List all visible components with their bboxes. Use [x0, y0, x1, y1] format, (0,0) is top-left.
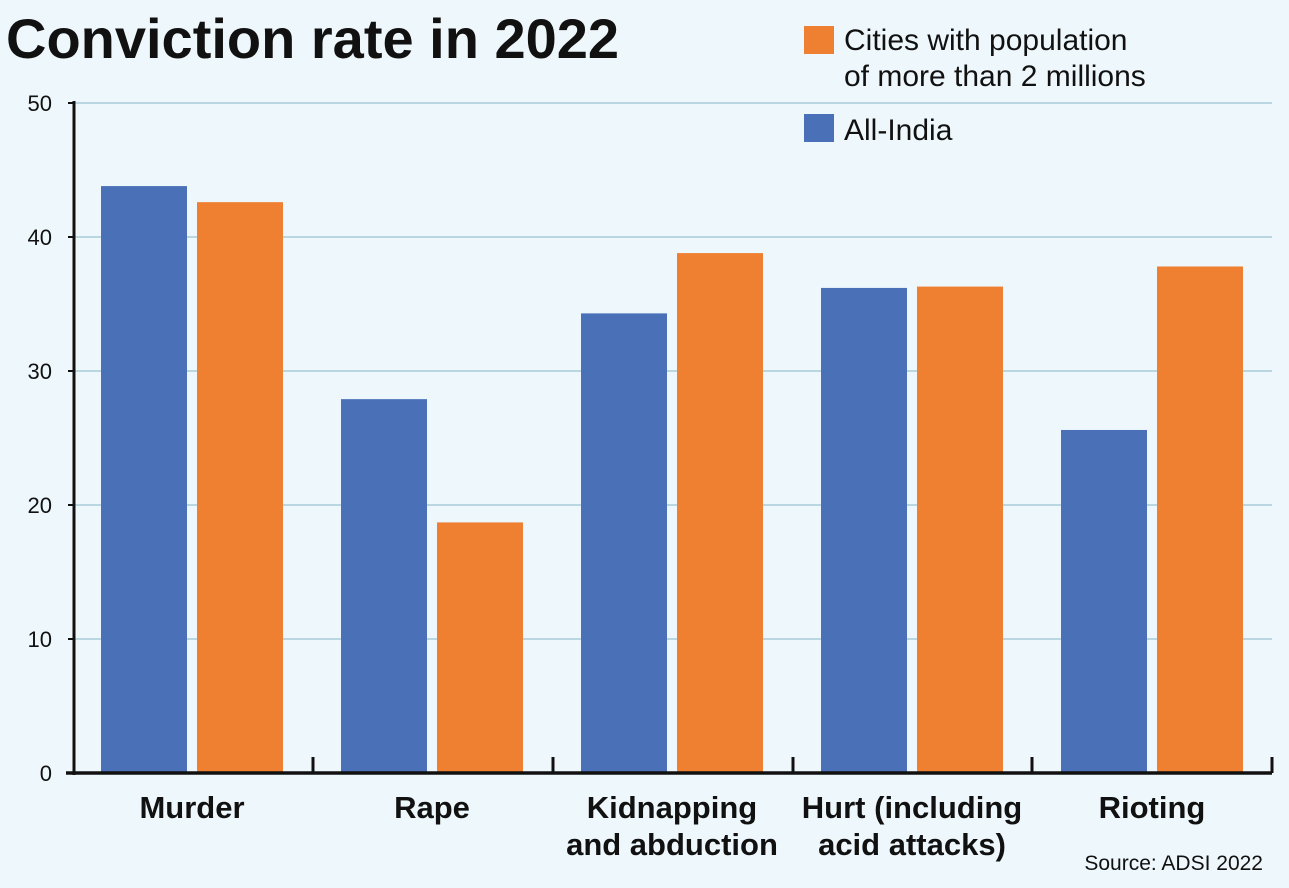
y-tick-labels: 0 10 20 30 40 50	[28, 91, 52, 786]
bar-cities-0	[197, 202, 283, 773]
bar-cities-3	[917, 286, 1003, 773]
y-tick-label: 40	[28, 225, 52, 250]
bar-all-india-2	[581, 313, 667, 773]
y-tick-label: 20	[28, 493, 52, 518]
legend-label: Cities with population	[844, 24, 1128, 57]
axes	[66, 101, 1274, 775]
y-tick-label: 0	[40, 761, 52, 786]
category-label: Rape	[394, 790, 470, 825]
legend-label: of more than 2 millions	[844, 60, 1146, 93]
source-note: Source: ADSI 2022	[1084, 852, 1263, 875]
category-label: Murder	[139, 790, 244, 825]
bar-all-india-0	[101, 186, 187, 773]
category-label: Kidnapping	[587, 790, 757, 825]
bar-all-india-1	[341, 399, 427, 773]
legend-swatch-all-india	[804, 114, 834, 142]
bars	[101, 186, 1243, 773]
y-tick-label: 10	[28, 627, 52, 652]
y-tick-label: 50	[28, 91, 52, 116]
legend-label: All-India	[844, 114, 953, 147]
bar-cities-1	[437, 522, 523, 773]
bar-all-india-3	[821, 287, 907, 773]
bar-cities-4	[1157, 266, 1243, 773]
bar-cities-2	[677, 253, 763, 773]
category-label: and abduction	[566, 827, 778, 862]
chart-title: Conviction rate in 2022	[6, 7, 619, 70]
legend-swatch-cities	[804, 26, 834, 54]
bar-all-india-4	[1061, 429, 1147, 773]
category-label: Hurt (including	[802, 790, 1022, 825]
category-label: acid attacks)	[818, 827, 1006, 862]
category-label: Rioting	[1099, 790, 1206, 825]
y-tick-label: 30	[28, 359, 52, 384]
